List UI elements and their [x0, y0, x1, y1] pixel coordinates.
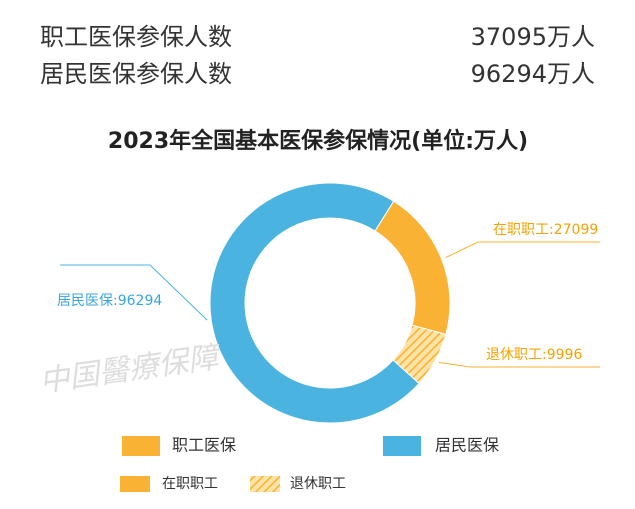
summary-label: 居民医保参保人数: [40, 60, 232, 88]
legend-label: 居民医保: [435, 436, 499, 455]
data-label: 退休职工:9996: [486, 347, 582, 363]
data-label: 在职职工:27099: [493, 222, 598, 238]
legend-swatch: [120, 476, 150, 492]
legend-label: 退休职工: [290, 476, 346, 492]
summary-value: 37095万人: [471, 23, 595, 51]
leader-line: [438, 361, 600, 368]
leader-line: [445, 241, 600, 259]
legend-swatch: [122, 436, 160, 456]
legend-swatch: [383, 436, 421, 456]
donut: 在职职工:27099 退休职工:9996 居民医保:96294: [57, 182, 600, 424]
data-label: 居民医保:96294: [57, 293, 162, 309]
legend-swatch: [250, 476, 280, 492]
slice: [209, 182, 420, 424]
legend-label: 在职职工: [162, 476, 218, 492]
summary-label: 职工医保参保人数: [40, 23, 232, 51]
summary-value: 96294万人: [471, 60, 595, 88]
leader-line: [60, 264, 208, 321]
legend-label: 职工医保: [172, 436, 236, 455]
chart-title: 2023年全国基本医保参保情况(单位:万人): [108, 128, 528, 154]
